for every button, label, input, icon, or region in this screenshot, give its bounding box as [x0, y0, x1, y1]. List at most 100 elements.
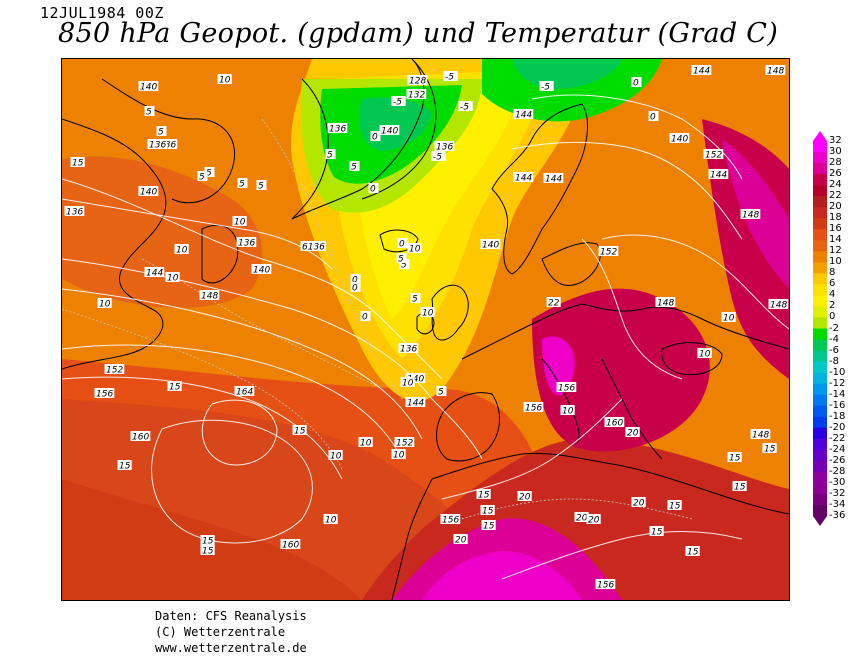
colorbar-tick-label: -12 [829, 377, 846, 389]
temperature-label-background [436, 386, 447, 396]
colorbar-segment [813, 218, 827, 230]
temperature-label-text: 5 [258, 182, 264, 192]
geopotential-label-background [750, 429, 771, 439]
temperature-label-text: 15 [482, 507, 494, 517]
temperature-label: 15 [649, 526, 664, 538]
geopotential-label: 148 [765, 65, 786, 77]
temperature-label: 20 [574, 512, 589, 524]
geopotential-label-background [740, 209, 761, 219]
geopotential-label: 136 [64, 206, 85, 218]
temperature-label-text: 15 [651, 528, 663, 538]
geopotential-label-text: 132 [408, 91, 425, 101]
europe-mainland-coast [461, 303, 789, 360]
temperature-label: 0 [631, 77, 642, 89]
temperature-label: -5 [458, 101, 473, 113]
geopotential-label: 160 [604, 417, 625, 429]
temperature-label-text: 10 [699, 350, 711, 360]
temperature-label-background [174, 244, 189, 254]
geopotential-label: 152 [703, 149, 724, 161]
geopotential-label: 160 [130, 431, 151, 443]
east-warm [702, 119, 789, 379]
colorbar-tick-label: -36 [829, 510, 846, 521]
temperature-label-background [323, 514, 338, 524]
geopotential-label: 140 [480, 239, 501, 251]
geopotential-label: 140 [138, 186, 159, 198]
geopotential-label-background [523, 402, 544, 412]
baltic-coast [541, 242, 601, 286]
geopotential-label: 152 [104, 364, 125, 376]
geopotential-label: 136 [147, 139, 168, 151]
geopotential-label-text: 152 [106, 366, 123, 376]
temperature-label: 10 [174, 244, 189, 256]
geopotential-label-background [407, 75, 428, 85]
temperature-label-text: 20 [633, 499, 645, 509]
geopotential-label-text: 152 [600, 248, 617, 258]
isoline-east-148 [601, 234, 789, 330]
geopotential-label-background [199, 290, 220, 300]
colorbar-segment [813, 372, 827, 385]
geopotential-label: 148 [750, 429, 771, 441]
geopotential-label: 144 [513, 172, 534, 184]
temperature-label: 5 [197, 171, 208, 183]
geopotential-label: 148 [199, 290, 220, 302]
colorbar-segment [813, 438, 827, 451]
geopotential-label-text: 160 [606, 419, 623, 429]
geopotential-label-background [104, 364, 125, 374]
temperature-isoline-10 [141, 258, 383, 390]
temperature-label-text: 5 [351, 163, 357, 173]
temperature-label-text: 15 [764, 445, 776, 455]
geopotential-label: 136 [327, 123, 348, 135]
colorbar-tick-label: -6 [829, 344, 839, 356]
temperature-label-background [399, 259, 410, 269]
geopotential-label: 164 [234, 386, 255, 398]
temperature-label-background [667, 500, 682, 510]
temperature-label-background [476, 489, 491, 499]
colorbar-tick-label: 10 [829, 256, 842, 268]
hudson-bay-coast [101, 78, 236, 204]
temperature-label-text: 5 [412, 295, 418, 305]
colorbar-tick-label: -4 [829, 333, 839, 345]
geopotential-label-background [64, 206, 85, 216]
temperature-label: 5 [204, 167, 215, 179]
temperature-label: 10 [721, 312, 736, 324]
temperature-label-text: -5 [460, 103, 469, 113]
temperature-label: 10 [323, 514, 338, 526]
temperature-label-background [328, 450, 343, 460]
colorbar-tick-label: 2 [829, 300, 836, 312]
temperature-label: 0 [350, 282, 361, 294]
temperature-label-text: 15 [669, 502, 681, 512]
geopotential-label: 136 [434, 141, 455, 153]
colorbar-segment [813, 394, 827, 407]
temperature-label-text: 5 [398, 255, 404, 265]
colorbar-segment [813, 251, 827, 263]
geopotential-label-background [236, 237, 257, 247]
geopotential-label-background [543, 173, 564, 183]
geopotential-label: 148 [768, 299, 789, 311]
temperature-label: 15 [667, 500, 682, 512]
temperature-label: 20 [517, 491, 532, 503]
colorbar-tick-label: 24 [829, 179, 842, 191]
colorbar-segment [813, 317, 827, 329]
geopotential-label-text: 156 [442, 516, 459, 526]
geopotential-label: 140 [251, 264, 272, 276]
temperature-label: 0 [350, 274, 361, 286]
geopotential-isolines [62, 94, 789, 580]
temperature-label-text: -5 [393, 98, 402, 108]
colorbar-segment [813, 405, 827, 418]
geopotential-label: 152 [394, 437, 415, 449]
temperature-label: 10 [400, 377, 415, 389]
geopotential-label-text: 144 [515, 174, 532, 184]
colorbar-segment [813, 196, 827, 208]
italy-heat-core [542, 336, 575, 396]
temperature-label: 15 [200, 535, 215, 547]
sahara-hot-core-2 [422, 551, 582, 600]
geopotential-label: 156 [595, 579, 616, 591]
temperature-label-background [420, 307, 435, 317]
temperature-label-background [400, 377, 415, 387]
copyright-credit: (C) Wetterzentrale [155, 625, 286, 639]
colorbar-tick-label: 32 [829, 135, 842, 146]
temperature-label-background [292, 425, 307, 435]
temperature-label: 5 [325, 149, 336, 161]
colorbar-bottom-cap [813, 516, 827, 526]
